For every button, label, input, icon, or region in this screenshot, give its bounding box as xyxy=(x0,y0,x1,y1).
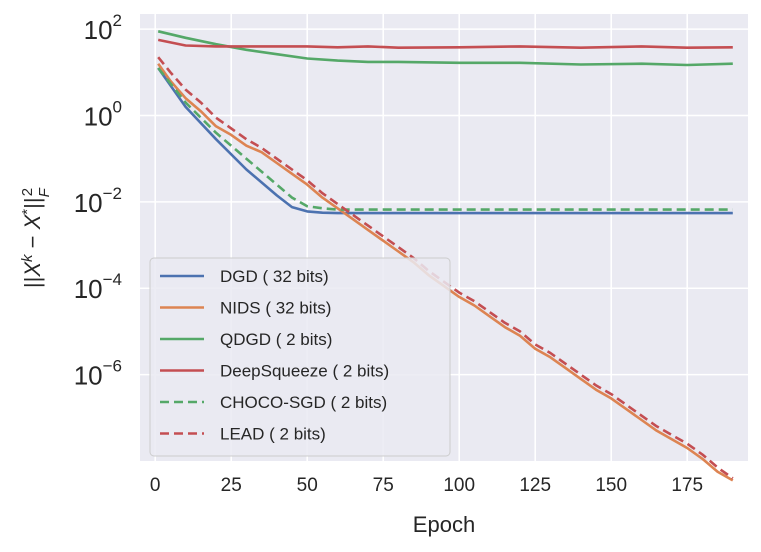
y-tick-label: 10−2 xyxy=(74,184,122,218)
legend-label: DeepSqueeze ( 2 bits) xyxy=(220,362,389,381)
y-tick-label: 10−4 xyxy=(74,270,122,304)
series-line-choco-sgd xyxy=(157,67,733,211)
legend-label: QDGD ( 2 bits) xyxy=(220,330,332,349)
x-tick-label: 125 xyxy=(519,475,551,496)
series-line-deepsqueeze xyxy=(157,38,733,50)
x-axis-label: Epoch xyxy=(413,512,475,537)
y-axis-label: ||Xk − X*||F2 xyxy=(19,187,53,288)
legend-label: DGD ( 32 bits) xyxy=(220,267,329,286)
y-tick-label: 100 xyxy=(84,97,122,131)
legend-label: CHOCO-SGD ( 2 bits) xyxy=(220,393,387,412)
legend-box xyxy=(149,257,451,457)
svg-text:||Xk − X*||F2: ||Xk − X*||F2 xyxy=(19,187,53,288)
legend: DGD ( 32 bits) NIDS ( 32 bits) QDGD ( 2 bi… xyxy=(149,257,451,457)
y-tick-label: 10−6 xyxy=(74,357,122,391)
x-tick-label: 100 xyxy=(443,475,475,496)
legend-label: LEAD ( 2 bits) xyxy=(220,425,326,444)
x-tick-label: 50 xyxy=(297,475,318,496)
y-axis-ticks: 10−6 10−4 10−2 100 102 xyxy=(74,11,122,391)
x-tick-label: 175 xyxy=(671,475,703,496)
x-tick-label: 150 xyxy=(595,475,627,496)
x-tick-label: 0 xyxy=(150,475,161,496)
legend-label: NIDS ( 32 bits) xyxy=(220,299,331,318)
x-axis-ticks: 0 25 50 75 100 125 150 175 xyxy=(150,475,703,496)
x-tick-label: 25 xyxy=(221,475,242,496)
series-line-dgd xyxy=(157,67,733,215)
x-tick-label: 75 xyxy=(373,475,394,496)
y-tick-label: 102 xyxy=(84,11,122,45)
